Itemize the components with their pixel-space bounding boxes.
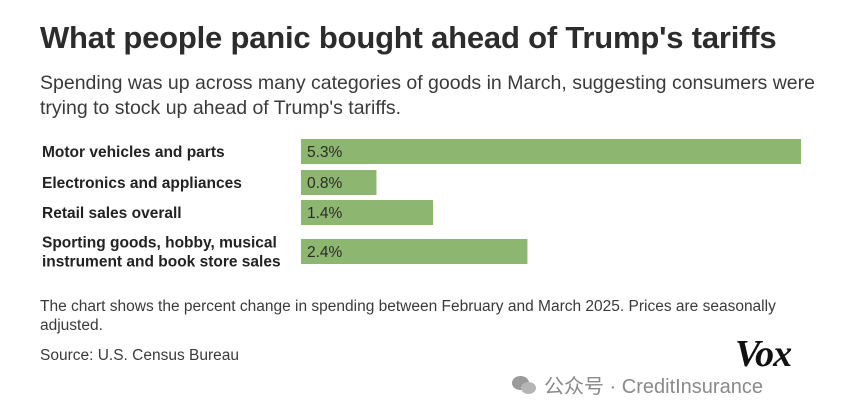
source-line: Source: U.S. Census Bureau bbox=[40, 347, 240, 364]
bar-value-label-1: 0.8% bbox=[307, 175, 343, 192]
watermark: 公众号 · CreditInsurance bbox=[512, 370, 763, 399]
category-label-2: Retail sales overall bbox=[42, 205, 182, 222]
bar-1 bbox=[301, 170, 377, 195]
category-label-1: Electronics and appliances bbox=[42, 175, 242, 192]
wechat-icon bbox=[512, 374, 538, 396]
bar-value-label-3: 2.4% bbox=[307, 244, 343, 261]
bar-3 bbox=[301, 239, 528, 264]
bar-0 bbox=[301, 139, 801, 164]
watermark-text: 公众号 · CreditInsurance bbox=[544, 376, 763, 398]
chart-subtitle: Spending was up across many categories o… bbox=[40, 72, 815, 119]
chart-note: The chart shows the percent change in sp… bbox=[40, 298, 776, 334]
category-label-3: Sporting goods, hobby, musical instrument… bbox=[42, 235, 281, 271]
bar-value-label-2: 1.4% bbox=[307, 205, 343, 222]
bar-chart: 5.3% Motor vehicles and parts 0.8% Electron… bbox=[42, 139, 801, 271]
vox-logo: Vox bbox=[735, 333, 792, 375]
chart-title: What people panic bought ahead of Trump'… bbox=[40, 20, 777, 55]
category-label-0: Motor vehicles and parts bbox=[42, 144, 225, 161]
bar-value-label-0: 5.3% bbox=[307, 144, 343, 161]
bar-2 bbox=[301, 200, 434, 225]
